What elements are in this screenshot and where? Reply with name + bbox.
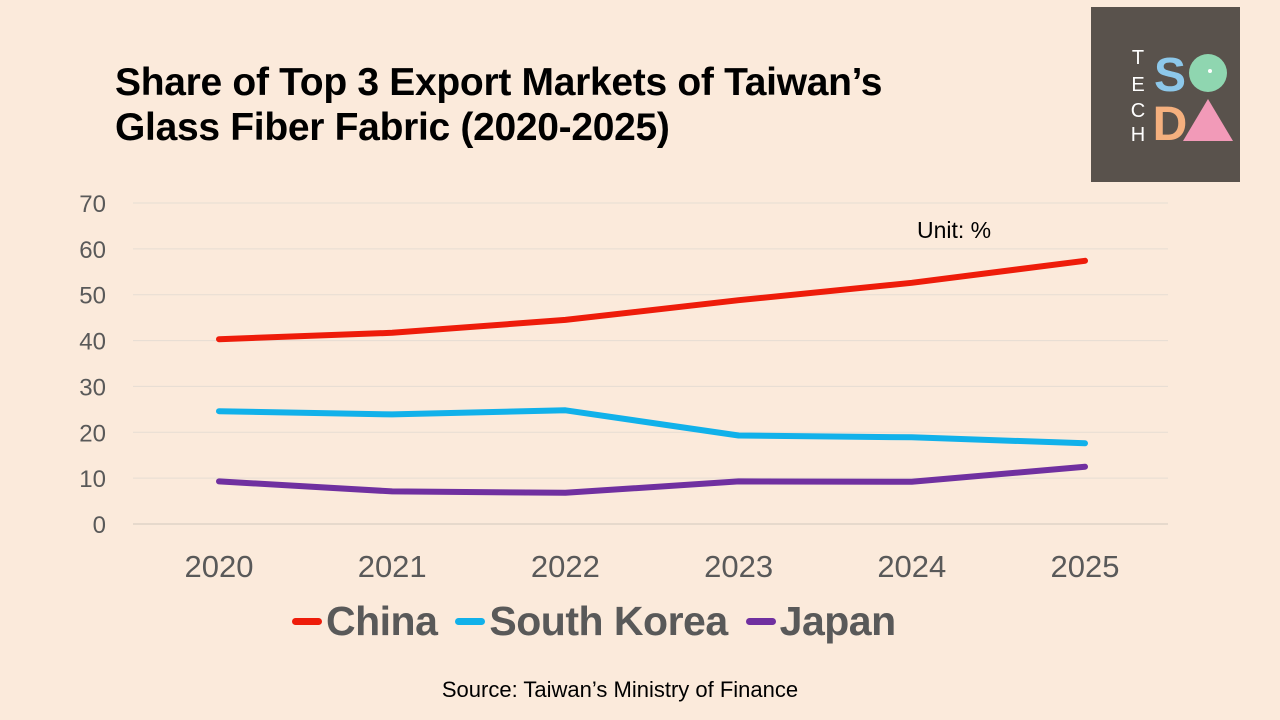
x-tick-label-2023: 2023 bbox=[704, 549, 773, 584]
legend-label-china: China bbox=[326, 598, 438, 644]
x-tick-label-2025: 2025 bbox=[1051, 549, 1120, 584]
legend-swatch-china bbox=[292, 618, 322, 625]
unit-label: Unit: % bbox=[917, 217, 992, 243]
legend-swatch-south-korea bbox=[455, 618, 486, 625]
y-tick-label-50: 50 bbox=[79, 283, 106, 310]
logo-letter-e: E bbox=[1131, 74, 1144, 96]
x-tick-label-2024: 2024 bbox=[877, 549, 946, 584]
legend-item-china: China bbox=[292, 598, 438, 645]
logo-dot bbox=[1208, 69, 1212, 73]
logo-letter-d: D bbox=[1153, 98, 1188, 151]
legend-item-japan: Japan bbox=[745, 598, 897, 645]
logo-letter-s: S bbox=[1154, 49, 1186, 102]
x-tick-label-2021: 2021 bbox=[358, 549, 427, 584]
legend-label-japan: Japan bbox=[779, 598, 897, 644]
techsoda-logo: T E C H S D O A bbox=[1091, 7, 1240, 182]
y-tick-label-20: 20 bbox=[79, 420, 106, 447]
logo-letter-c: C bbox=[1131, 100, 1145, 122]
y-tick-label-10: 10 bbox=[79, 466, 106, 493]
logo-letter-t: T bbox=[1132, 47, 1144, 69]
chart-legend: China South Korea Japan bbox=[292, 598, 914, 645]
series-line-japan bbox=[216, 463, 1088, 496]
legend-item-south-korea: South Korea bbox=[455, 598, 728, 645]
source-note: Source: Taiwan’s Ministry of Finance bbox=[441, 677, 799, 702]
legend-label-south-korea: South Korea bbox=[489, 598, 728, 644]
y-tick-label-0: 0 bbox=[93, 512, 106, 539]
logo-letter-h: H bbox=[1131, 124, 1145, 146]
y-tick-label-70: 70 bbox=[79, 191, 106, 218]
series-line-south-korea bbox=[216, 407, 1088, 447]
chart-title: Share of Top 3 Export Markets of Taiwan’… bbox=[115, 60, 882, 150]
x-tick-label-2020: 2020 bbox=[185, 549, 254, 584]
chart-title-line-1: Share of Top 3 Export Markets of Taiwan’… bbox=[115, 61, 883, 104]
logo-letter-a bbox=[1183, 99, 1233, 141]
logo-letter-o bbox=[1189, 54, 1227, 92]
y-tick-label-60: 60 bbox=[79, 237, 106, 264]
y-tick-label-40: 40 bbox=[79, 329, 106, 356]
chart-title-line-2: Glass Fiber Fabric (2020-2025) bbox=[115, 106, 670, 149]
series-line-china bbox=[216, 257, 1088, 343]
x-tick-label-2022: 2022 bbox=[531, 549, 600, 584]
y-tick-label-30: 30 bbox=[79, 374, 106, 401]
legend-swatch-japan bbox=[745, 618, 776, 625]
